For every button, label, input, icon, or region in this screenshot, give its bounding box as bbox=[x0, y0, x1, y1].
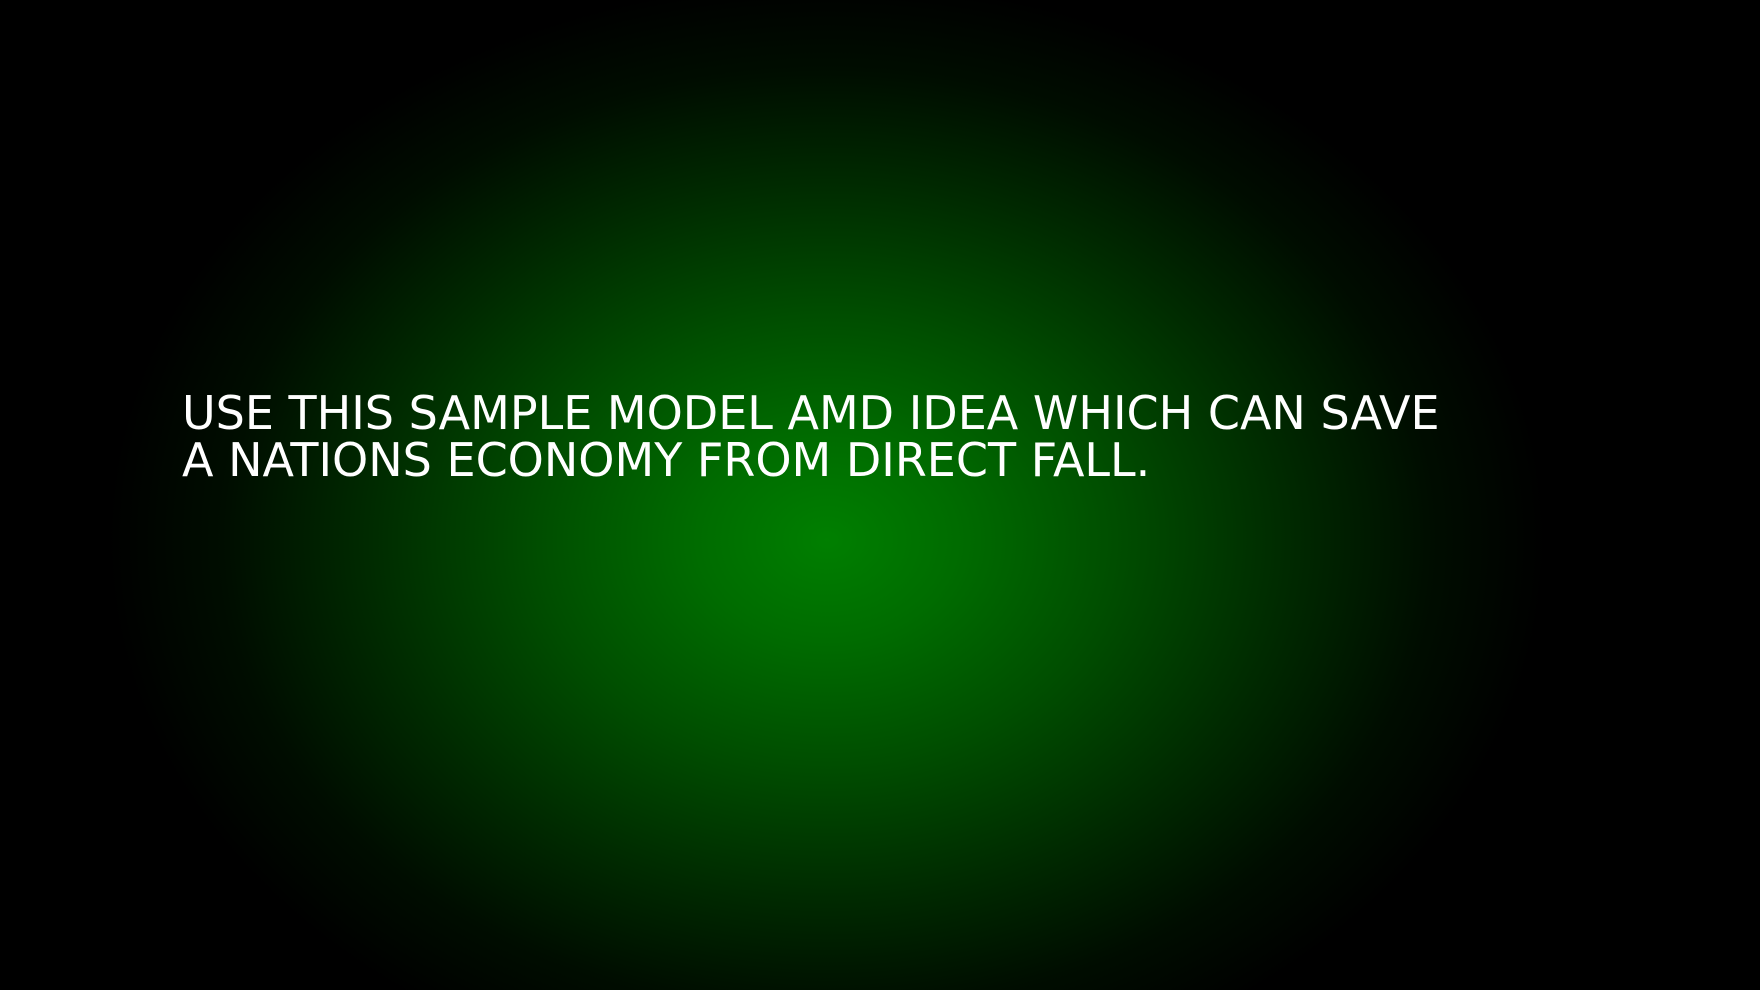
headline-line-1: USE THIS SAMPLE MODEL AMD IDEA WHICH CAN… bbox=[182, 386, 1440, 440]
slide-headline: USE THIS SAMPLE MODEL AMD IDEA WHICH CAN… bbox=[182, 390, 1622, 484]
headline-line-2: A NATIONS ECONOMY FROM DIRECT FALL. bbox=[182, 433, 1151, 487]
